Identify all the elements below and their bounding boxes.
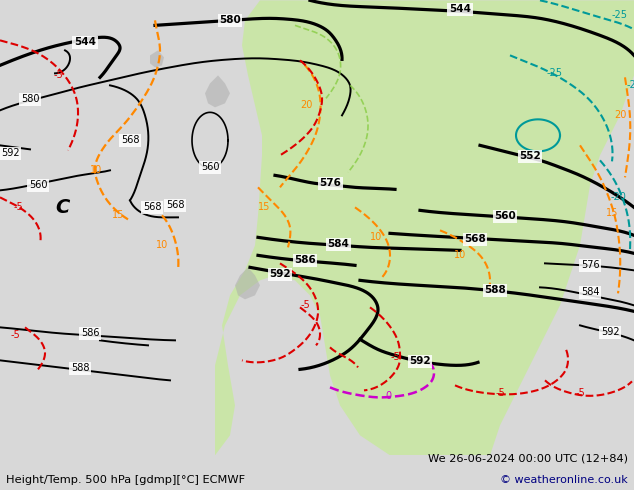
Text: 584: 584 <box>327 239 349 249</box>
Text: -25: -25 <box>547 68 563 78</box>
Text: We 26-06-2024 00:00 UTC (12+84): We 26-06-2024 00:00 UTC (12+84) <box>428 453 628 463</box>
Text: 568: 568 <box>464 234 486 245</box>
Text: 584: 584 <box>581 287 599 297</box>
Polygon shape <box>235 268 260 299</box>
Text: 10: 10 <box>156 241 168 250</box>
Text: 592: 592 <box>269 270 291 279</box>
Text: -20: -20 <box>610 193 626 202</box>
Text: 592: 592 <box>1 148 19 158</box>
Text: Height/Temp. 500 hPa [gdmp][°C] ECMWF: Height/Temp. 500 hPa [gdmp][°C] ECMWF <box>6 475 245 485</box>
Text: 586: 586 <box>294 255 316 266</box>
Text: 568: 568 <box>143 202 161 212</box>
Text: © weatheronline.co.uk: © weatheronline.co.uk <box>500 475 628 485</box>
Text: 20: 20 <box>300 100 312 110</box>
Text: 560: 560 <box>29 180 48 190</box>
Text: 544: 544 <box>74 37 96 48</box>
Text: -5: -5 <box>13 202 23 212</box>
Text: -5: -5 <box>53 71 63 80</box>
Text: 560: 560 <box>494 211 516 221</box>
Text: 592: 592 <box>600 327 619 337</box>
Text: 560: 560 <box>201 162 219 172</box>
Polygon shape <box>150 50 164 67</box>
Text: 20: 20 <box>614 110 626 121</box>
Text: C: C <box>55 198 69 217</box>
Text: -5: -5 <box>300 300 310 310</box>
Text: 586: 586 <box>81 328 100 339</box>
Text: 552: 552 <box>519 151 541 161</box>
Text: 15: 15 <box>606 208 618 219</box>
Text: 15: 15 <box>258 202 270 212</box>
Text: -5: -5 <box>495 389 505 398</box>
Text: -5: -5 <box>10 330 20 341</box>
Text: 544: 544 <box>449 4 471 14</box>
Text: 580: 580 <box>21 95 39 104</box>
Text: 15: 15 <box>112 210 124 221</box>
Text: 10: 10 <box>370 232 382 243</box>
Text: 576: 576 <box>319 178 341 188</box>
Text: -25: -25 <box>612 10 628 21</box>
Text: 592: 592 <box>409 356 431 367</box>
Text: 568: 568 <box>120 135 139 146</box>
Text: 576: 576 <box>581 260 599 270</box>
Text: 10: 10 <box>90 165 102 175</box>
Text: 588: 588 <box>71 364 89 373</box>
Polygon shape <box>205 75 230 107</box>
Text: -5: -5 <box>575 389 585 398</box>
Text: -5: -5 <box>390 352 400 362</box>
Text: -20: -20 <box>626 80 634 90</box>
Text: 580: 580 <box>219 15 241 25</box>
Text: 10: 10 <box>454 250 466 260</box>
Text: 568: 568 <box>165 200 184 210</box>
Text: 0: 0 <box>385 392 391 401</box>
Polygon shape <box>215 0 634 455</box>
Text: 588: 588 <box>484 285 506 295</box>
